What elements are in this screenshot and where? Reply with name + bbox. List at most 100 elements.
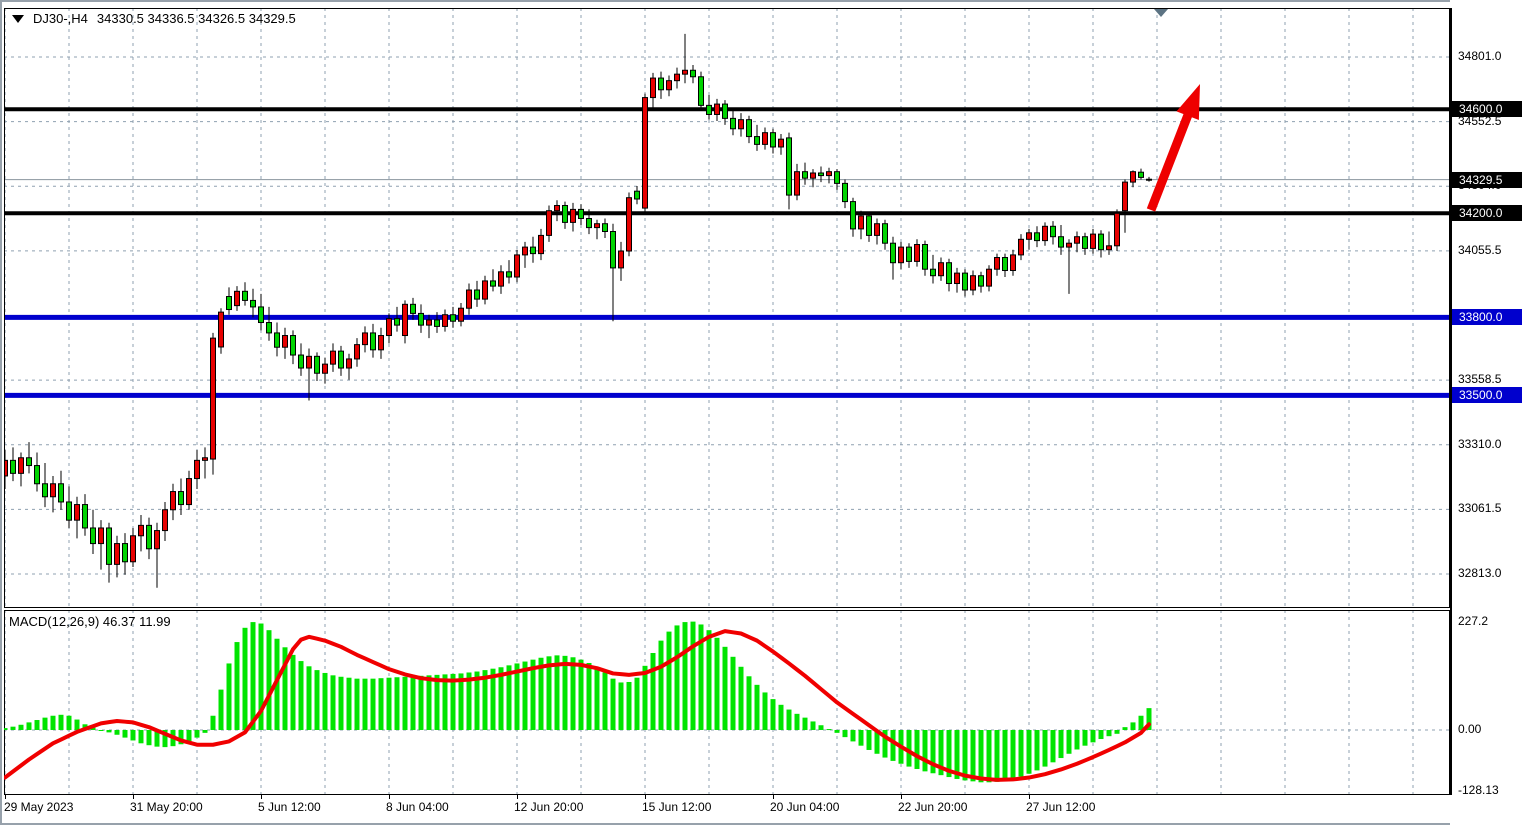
candle-body [370, 332, 376, 351]
candle-body [642, 97, 648, 209]
candle-body [994, 257, 1000, 270]
macd-pane-border [4, 610, 1450, 795]
trend-arrow-shaft[interactable] [1146, 108, 1195, 212]
candle-body [522, 246, 528, 256]
price-badge-33800.0: 33800.0 [1452, 309, 1522, 326]
candle-body [154, 530, 160, 550]
macd-bar [626, 681, 632, 730]
macd-bar [674, 625, 680, 730]
macd-bar [914, 730, 920, 769]
candle-body [258, 306, 264, 324]
macd-bar [122, 730, 128, 738]
macd-bar [738, 666, 744, 730]
candle-body [362, 332, 368, 346]
price-axis[interactable]: 34801.034552.534304.034055.533558.533310… [1450, 0, 1528, 825]
price-gridlines [4, 8, 1450, 608]
candle-body [194, 459, 200, 480]
candle-body [874, 223, 880, 236]
macd-bar [906, 730, 912, 767]
macd-bar [66, 715, 72, 730]
macd-bar [826, 729, 832, 731]
macd-bar [434, 674, 440, 730]
macd-bar [474, 671, 480, 730]
macd-bar [818, 725, 824, 730]
price-pane[interactable]: DJ30-,H4 34330.5 34336.5 34326.5 34329.5 [4, 8, 1450, 608]
date-tick [5, 795, 6, 799]
candle-body [322, 363, 328, 374]
macd-bar [34, 720, 40, 730]
date-label: 29 May 2023 [4, 800, 74, 814]
macd-bar [306, 666, 312, 730]
macd-bar [522, 661, 528, 730]
macd-bar [986, 730, 992, 783]
macd-bar [690, 621, 696, 730]
macd-bar [666, 631, 672, 730]
macd-bar [1122, 727, 1128, 730]
macd-bar [570, 657, 576, 730]
date-label: 15 Jun 12:00 [642, 800, 712, 814]
candle-body [378, 335, 384, 351]
date-tick [389, 795, 390, 799]
macd-bar [1138, 715, 1144, 730]
macd-bar [1074, 730, 1080, 750]
macd-pane[interactable]: MACD(12,26,9) 46.37 11.99 [4, 610, 1450, 795]
macd-bar [770, 699, 776, 730]
price-badge-34200.0: 34200.0 [1452, 205, 1522, 222]
candle-body [442, 314, 448, 327]
candle-body [474, 289, 480, 300]
candle-body [346, 358, 352, 369]
macd-bar [802, 717, 808, 730]
time-axis[interactable]: 29 May 2023 31 May 20:00 5 Jun 12:00 8 Jun … [4, 795, 1450, 823]
macd-bar [362, 678, 368, 730]
date-label: 31 May 20:00 [130, 800, 203, 814]
scroll-to-end-icon[interactable] [1154, 9, 1168, 17]
candle-body [210, 337, 216, 460]
macd-bar [322, 672, 328, 730]
candle-body [82, 504, 88, 529]
macd-bar [554, 655, 560, 730]
symbol-dropdown-icon[interactable] [12, 14, 24, 23]
macd-bar [506, 665, 512, 730]
macd-bar [282, 647, 288, 730]
macd-bar [482, 670, 488, 730]
candle-body [546, 210, 552, 236]
candle-body [834, 171, 840, 184]
macd-bar [946, 730, 952, 778]
candle-body [226, 296, 232, 311]
macd-bar [890, 730, 896, 761]
macd-bar [1130, 722, 1136, 730]
price-chart-canvas[interactable] [4, 8, 1450, 608]
macd-bar [458, 673, 464, 730]
macd-bar [1018, 730, 1024, 777]
macd-bar [562, 655, 568, 730]
macd-bar [594, 667, 600, 730]
trend-arrow-head[interactable] [1176, 84, 1200, 121]
candle-body [162, 509, 168, 532]
macd-bar [1058, 730, 1064, 759]
candle-body [1010, 254, 1016, 272]
macd-bar [546, 656, 552, 730]
candle-body [578, 208, 584, 219]
macd-tick-label: 0.00 [1458, 722, 1482, 736]
candle-body [786, 137, 792, 196]
candle-body [186, 478, 192, 506]
candle-body [234, 290, 240, 307]
macd-canvas[interactable] [4, 610, 1450, 795]
price-badge-33500.0: 33500.0 [1452, 387, 1522, 404]
candle-body [18, 457, 24, 474]
candle-body [914, 244, 920, 262]
macd-bar [114, 730, 120, 735]
candle-body [218, 311, 224, 348]
candle-body [298, 354, 304, 369]
macd-bar [394, 677, 400, 730]
macd-tick-label: -128.13 [1458, 782, 1499, 797]
macd-bar [330, 675, 336, 730]
candle-body [1130, 171, 1136, 183]
macd-bar [834, 730, 840, 733]
macd-bar [74, 719, 80, 730]
macd-bar [978, 730, 984, 783]
candle-body [242, 290, 248, 301]
candle-body [922, 244, 928, 270]
macd-bar [202, 730, 208, 733]
candle-body [754, 136, 760, 145]
